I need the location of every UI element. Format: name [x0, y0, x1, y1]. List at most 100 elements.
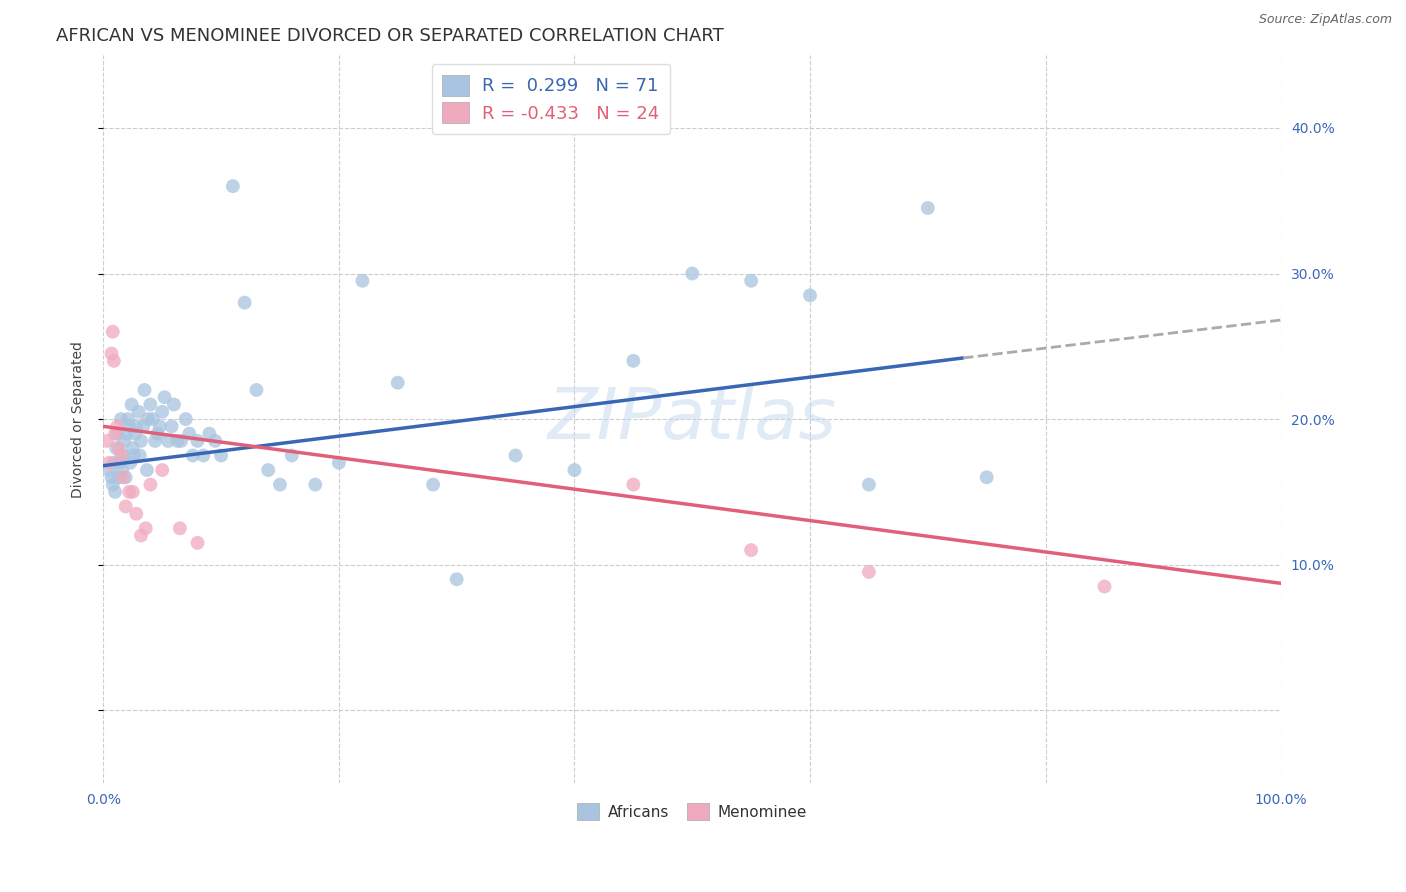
- Point: [142, 412, 165, 426]
- Point: [222, 179, 245, 194]
- Point: [139, 477, 162, 491]
- Point: [149, 419, 172, 434]
- Point: [304, 477, 326, 491]
- Legend: Africans, Menominee: Africans, Menominee: [571, 797, 814, 826]
- Point: [125, 419, 148, 434]
- Point: [135, 521, 157, 535]
- Point: [233, 295, 256, 310]
- Point: [681, 267, 703, 281]
- Point: [101, 325, 124, 339]
- Point: [153, 390, 176, 404]
- Point: [115, 426, 138, 441]
- Point: [174, 412, 197, 426]
- Point: [163, 398, 186, 412]
- Point: [124, 426, 146, 441]
- Point: [181, 449, 204, 463]
- Point: [111, 463, 134, 477]
- Point: [110, 449, 132, 463]
- Point: [204, 434, 226, 448]
- Point: [101, 477, 124, 491]
- Point: [799, 288, 821, 302]
- Point: [166, 434, 188, 448]
- Point: [100, 470, 122, 484]
- Point: [129, 434, 152, 448]
- Point: [209, 449, 232, 463]
- Point: [160, 419, 183, 434]
- Point: [118, 484, 141, 499]
- Point: [100, 346, 122, 360]
- Point: [125, 507, 148, 521]
- Point: [110, 412, 132, 426]
- Point: [128, 449, 150, 463]
- Point: [269, 477, 291, 491]
- Point: [107, 426, 129, 441]
- Point: [122, 449, 145, 463]
- Point: [150, 463, 173, 477]
- Point: [281, 449, 304, 463]
- Point: [103, 354, 125, 368]
- Point: [976, 470, 998, 484]
- Point: [858, 477, 880, 491]
- Text: AFRICAN VS MENOMINEE DIVORCED OR SEPARATED CORRELATION CHART: AFRICAN VS MENOMINEE DIVORCED OR SEPARAT…: [56, 27, 724, 45]
- Point: [169, 521, 191, 535]
- Point: [112, 470, 135, 484]
- Point: [621, 477, 644, 491]
- Point: [136, 412, 159, 426]
- Point: [257, 463, 280, 477]
- Point: [107, 419, 129, 434]
- Point: [740, 543, 762, 558]
- Text: Source: ZipAtlas.com: Source: ZipAtlas.com: [1258, 13, 1392, 27]
- Point: [114, 434, 136, 448]
- Point: [96, 434, 118, 448]
- Point: [135, 463, 157, 477]
- Point: [98, 463, 121, 477]
- Point: [170, 434, 193, 448]
- Point: [121, 484, 143, 499]
- Point: [858, 565, 880, 579]
- Point: [328, 456, 350, 470]
- Point: [143, 434, 166, 448]
- Point: [107, 441, 129, 455]
- Point: [108, 456, 131, 470]
- Point: [98, 456, 121, 470]
- Point: [118, 419, 141, 434]
- Point: [564, 463, 586, 477]
- Point: [179, 426, 201, 441]
- Point: [621, 354, 644, 368]
- Point: [1094, 580, 1116, 594]
- Point: [505, 449, 527, 463]
- Point: [117, 412, 139, 426]
- Point: [120, 456, 142, 470]
- Point: [157, 434, 180, 448]
- Point: [128, 405, 150, 419]
- Point: [245, 383, 267, 397]
- Point: [114, 470, 136, 484]
- Point: [150, 405, 173, 419]
- Point: [446, 572, 468, 586]
- Point: [134, 383, 156, 397]
- Point: [139, 398, 162, 412]
- Point: [387, 376, 409, 390]
- Text: ZIPatlas: ZIPatlas: [548, 384, 837, 454]
- Y-axis label: Divorced or Separated: Divorced or Separated: [72, 341, 86, 498]
- Point: [104, 484, 127, 499]
- Point: [105, 441, 128, 455]
- Point: [186, 536, 208, 550]
- Point: [114, 500, 136, 514]
- Point: [146, 426, 169, 441]
- Point: [121, 441, 143, 455]
- Point: [422, 477, 444, 491]
- Point: [352, 274, 374, 288]
- Point: [104, 426, 127, 441]
- Point: [740, 274, 762, 288]
- Point: [103, 456, 125, 470]
- Point: [132, 419, 155, 434]
- Point: [186, 434, 208, 448]
- Point: [198, 426, 221, 441]
- Point: [107, 470, 129, 484]
- Point: [193, 449, 215, 463]
- Point: [112, 449, 135, 463]
- Point: [917, 201, 939, 215]
- Point: [121, 398, 143, 412]
- Point: [129, 528, 152, 542]
